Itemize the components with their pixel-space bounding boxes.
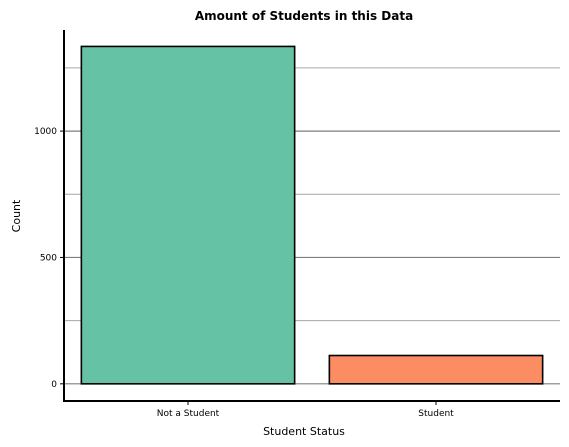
x-axis-label: Student Status	[263, 425, 345, 438]
x-tick-label: Student	[418, 409, 454, 419]
bar-student	[328, 354, 544, 385]
chart-title: Amount of Students in this Data	[195, 9, 413, 23]
y-axis-label: Count	[10, 199, 23, 232]
y-tick-label: 500	[40, 253, 57, 263]
x-tick-label: Not a Student	[157, 409, 220, 419]
bars	[80, 45, 544, 385]
y-tick-label: 0	[51, 380, 57, 390]
ticks: 0 500 1000 Not a Student Student	[34, 127, 454, 419]
axes	[63, 30, 560, 402]
bar-not-a-student	[80, 45, 296, 385]
y-tick-label: 1000	[34, 127, 57, 137]
